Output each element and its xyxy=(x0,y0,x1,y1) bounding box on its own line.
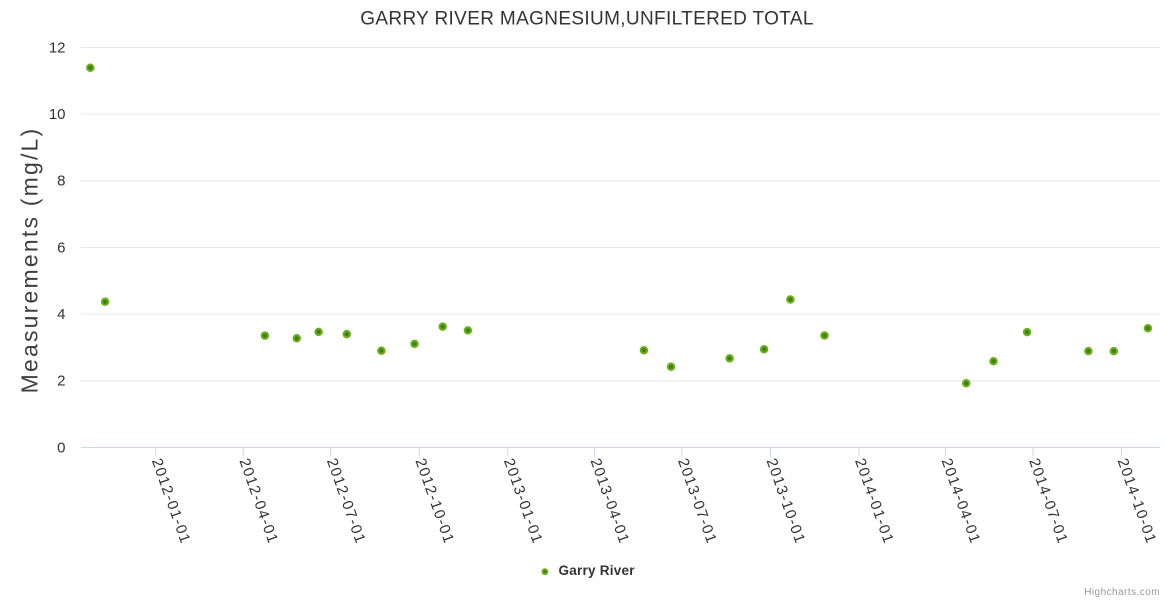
svg-text:2: 2 xyxy=(57,373,65,390)
svg-text:Highcharts.com: Highcharts.com xyxy=(1084,587,1160,598)
svg-text:2014-04-01: 2014-04-01 xyxy=(938,456,984,546)
svg-text:2012-07-01: 2012-07-01 xyxy=(323,456,369,546)
svg-text:4: 4 xyxy=(57,306,65,323)
svg-text:2014-10-01: 2014-10-01 xyxy=(1114,456,1160,546)
svg-text:8: 8 xyxy=(57,173,65,190)
svg-text:2012-10-01: 2012-10-01 xyxy=(411,456,457,546)
svg-text:GARRY RIVER MAGNESIUM,UNFILTER: GARRY RIVER MAGNESIUM,UNFILTERED TOTAL xyxy=(360,9,814,30)
svg-text:2012-04-01: 2012-04-01 xyxy=(235,456,281,546)
svg-text:6: 6 xyxy=(57,239,65,256)
svg-text:12: 12 xyxy=(49,39,66,56)
svg-text:2014-01-01: 2014-01-01 xyxy=(851,456,897,546)
svg-text:2012-01-01: 2012-01-01 xyxy=(148,456,194,546)
svg-text:2014-07-01: 2014-07-01 xyxy=(1025,456,1071,546)
svg-text:0: 0 xyxy=(57,439,65,456)
svg-text:2013-07-01: 2013-07-01 xyxy=(674,456,720,546)
svg-text:2013-04-01: 2013-04-01 xyxy=(587,456,633,546)
svg-text:2013-10-01: 2013-10-01 xyxy=(763,456,809,546)
svg-text:2013-01-01: 2013-01-01 xyxy=(500,456,546,546)
svg-text:Measurements (mg/L): Measurements (mg/L) xyxy=(17,127,43,394)
svg-text:Garry River: Garry River xyxy=(559,563,636,578)
svg-text:10: 10 xyxy=(49,106,66,123)
